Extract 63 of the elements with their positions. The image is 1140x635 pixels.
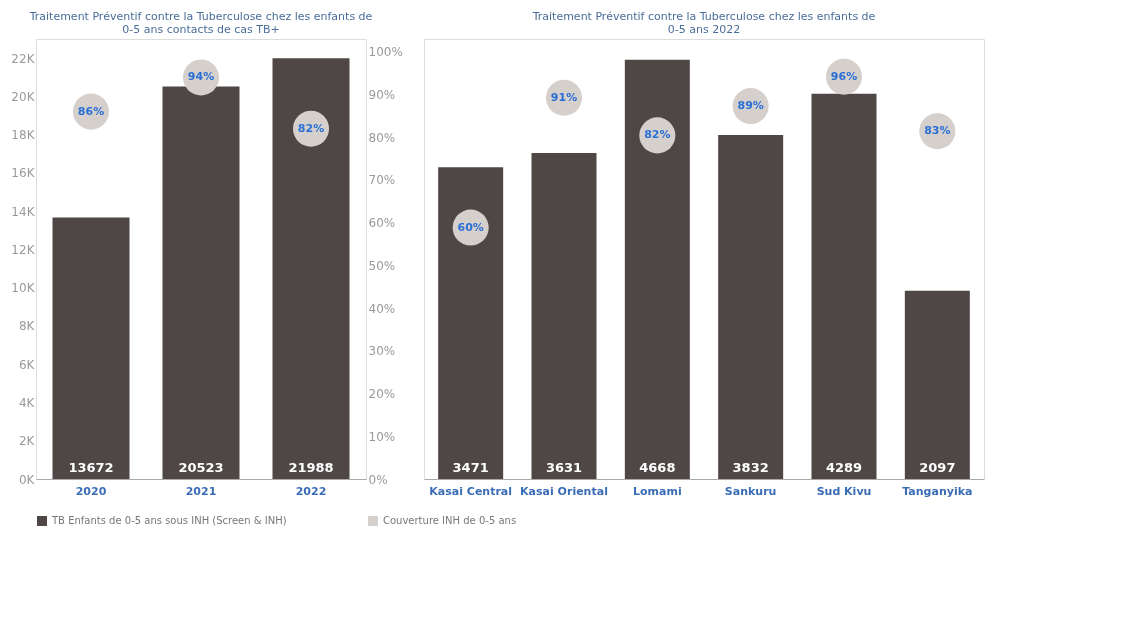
- data-label: 3832: [732, 460, 769, 475]
- data-label: 13672: [68, 460, 114, 475]
- x-tick-label: 2022: [295, 484, 327, 498]
- data-label: 4289: [825, 460, 863, 475]
- y-tick-label: 22K: [11, 51, 36, 66]
- y-tick-label: 12K: [11, 242, 36, 257]
- y2-tick-label: 80%: [368, 130, 396, 145]
- bar: [272, 58, 350, 479]
- y2-tick-label: 40%: [368, 301, 396, 316]
- bar: [718, 134, 784, 479]
- y2-tick-label: 20%: [368, 387, 396, 402]
- bar: [531, 152, 597, 479]
- data-label: 82%: [297, 121, 325, 135]
- x-tick-label: Lomami: [632, 484, 682, 498]
- data-label: 60%: [457, 220, 484, 234]
- data-label: 86%: [77, 104, 105, 118]
- bar: [52, 217, 130, 479]
- y-tick-label: 20K: [11, 89, 36, 104]
- x-tick-label: Kasai Oriental: [520, 484, 608, 498]
- x-tick-label: Sankuru: [724, 484, 777, 498]
- data-label: 3631: [545, 460, 583, 475]
- data-label: 83%: [924, 124, 951, 138]
- y-tick-label: 10K: [11, 281, 36, 296]
- legend-label: TB Enfants de 0-5 ans sous INH (Screen & INH): [51, 515, 287, 526]
- data-label: 89%: [737, 99, 764, 113]
- y-tick-label: 2K: [18, 434, 36, 449]
- bar: [811, 93, 877, 479]
- y2-tick-label: 10%: [368, 429, 396, 444]
- y-tick-label: 18K: [11, 128, 36, 143]
- y2-tick-label: 90%: [368, 88, 396, 103]
- y-tick-label: 4K: [18, 395, 36, 410]
- y2-tick-label: 70%: [368, 173, 396, 188]
- bar: [162, 86, 240, 479]
- bar: [624, 59, 690, 479]
- data-label: 82%: [644, 128, 671, 142]
- chart-title: Traitement Préventif contre la Tuberculose chez les enfants de 0-5 ans 2022: [531, 10, 876, 36]
- y2-tick-label: 30%: [368, 344, 396, 359]
- data-label: 2097: [919, 460, 956, 475]
- y2-tick-label: 100%: [368, 45, 403, 60]
- x-tick-label: Tanganyika: [902, 484, 973, 498]
- data-label: 20523: [178, 460, 224, 475]
- x-tick-label: 2021: [185, 484, 217, 498]
- data-label: 91%: [550, 90, 578, 104]
- data-label: 4668: [639, 460, 676, 475]
- y-tick-label: 14K: [11, 204, 36, 219]
- data-label: 94%: [187, 70, 215, 84]
- y-tick-label: 8K: [18, 319, 36, 334]
- y-tick-label: 0K: [18, 472, 36, 487]
- x-tick-label: Sud Kivu: [816, 484, 872, 498]
- y2-tick-label: 0%: [368, 472, 388, 487]
- bar: [438, 167, 504, 479]
- data-label: 21988: [288, 460, 334, 475]
- data-label: 96%: [830, 69, 858, 83]
- y-tick-label: 6K: [18, 357, 36, 372]
- x-tick-label: Kasai Central: [429, 484, 513, 498]
- bar: [904, 290, 970, 479]
- x-tick-label: 2020: [75, 484, 107, 498]
- chart-title: Traitement Préventif contre la Tuberculose chez les enfants de 0-5 ans contacts de cas TB+: [28, 10, 373, 36]
- y-tick-label: 16K: [11, 166, 36, 181]
- y2-tick-label: 50%: [368, 258, 396, 273]
- legend-label: Couverture INH de 0-5 ans: [383, 515, 517, 526]
- y2-tick-label: 60%: [368, 216, 396, 231]
- data-label: 3471: [452, 460, 489, 475]
